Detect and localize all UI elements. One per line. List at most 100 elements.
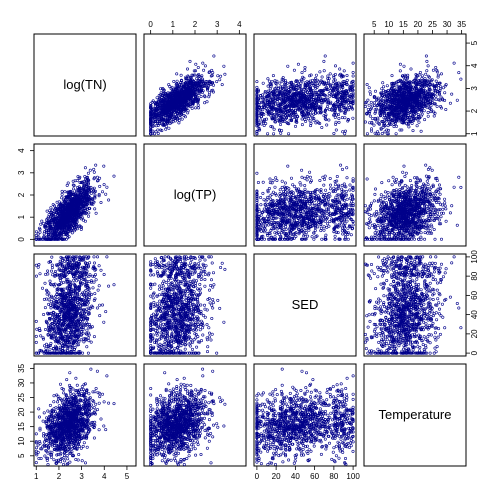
data-point: [386, 124, 390, 128]
data-point: [89, 191, 93, 195]
data-point: [260, 122, 264, 126]
data-point: [192, 84, 196, 88]
data-point: [156, 132, 160, 136]
data-point: [426, 114, 430, 118]
data-point: [178, 98, 182, 102]
data-point: [166, 94, 170, 98]
data-point: [314, 73, 318, 77]
data-point: [169, 98, 173, 102]
data-point: [431, 68, 435, 72]
data-point: [187, 92, 191, 96]
data-point: [191, 73, 195, 77]
data-point: [63, 190, 67, 194]
data-point: [194, 106, 198, 110]
data-point: [196, 103, 200, 107]
data-point: [157, 122, 161, 126]
data-point: [177, 101, 181, 105]
data-point: [154, 124, 158, 128]
data-point: [444, 108, 448, 112]
data-point: [87, 211, 91, 215]
data-point: [402, 64, 406, 68]
data-point: [105, 185, 109, 189]
data-point: [203, 101, 207, 105]
data-point: [166, 106, 170, 110]
data-point: [325, 123, 329, 127]
data-point: [418, 71, 422, 75]
data-point: [279, 131, 283, 135]
data-point: [153, 114, 157, 118]
data-point: [60, 189, 64, 193]
data-point: [331, 82, 335, 86]
data-point: [341, 130, 345, 134]
data-point: [448, 101, 452, 105]
data-point: [93, 207, 97, 211]
data-point: [175, 72, 179, 76]
data-point: [183, 92, 187, 96]
data-point: [184, 81, 188, 85]
data-point: [92, 170, 96, 174]
data-point: [154, 130, 158, 134]
data-point: [322, 225, 326, 229]
data-point: [170, 85, 174, 89]
data-point: [159, 100, 163, 104]
data-point: [278, 123, 282, 127]
data-point: [166, 96, 170, 100]
data-point: [167, 100, 171, 104]
data-point: [366, 98, 370, 102]
diagonal-label-log-tp: log(TP): [174, 187, 217, 202]
data-point: [207, 95, 211, 99]
data-point: [176, 96, 180, 100]
data-point: [175, 105, 179, 109]
data-point: [206, 88, 210, 92]
data-point: [434, 66, 438, 70]
data-point: [369, 100, 373, 104]
data-point: [318, 70, 322, 74]
data-point: [323, 99, 327, 103]
data-point: [152, 108, 156, 112]
data-point: [168, 96, 172, 100]
data-point: [345, 78, 349, 82]
data-point: [155, 108, 159, 112]
data-point: [320, 75, 324, 79]
data-point: [333, 115, 337, 119]
panel-log-tp-vs-log-tn: [33, 143, 137, 247]
data-point: [182, 85, 186, 89]
data-point: [272, 132, 276, 136]
data-point: [439, 95, 443, 99]
data-point: [189, 85, 193, 89]
data-point: [203, 64, 207, 68]
data-point: [189, 79, 193, 83]
data-point: [209, 74, 213, 78]
data-point: [183, 109, 187, 113]
data-point: [337, 120, 341, 124]
data-point: [157, 94, 161, 98]
data-point: [182, 104, 186, 108]
data-point: [171, 120, 175, 124]
data-point: [149, 125, 153, 129]
data-point: [424, 72, 428, 76]
data-point: [423, 118, 427, 122]
data-point: [162, 120, 166, 124]
data-point: [286, 64, 290, 68]
data-point: [294, 80, 298, 84]
data-point: [203, 81, 207, 85]
data-point: [407, 125, 411, 129]
data-point: [112, 174, 116, 178]
data-point: [162, 89, 166, 93]
data-point: [212, 54, 216, 58]
data-point: [177, 121, 181, 125]
data-point: [157, 117, 161, 121]
data-point: [351, 116, 355, 120]
data-point: [343, 129, 347, 133]
data-point: [194, 94, 198, 98]
data-point: [176, 118, 180, 122]
data-point: [160, 108, 164, 112]
data-point: [299, 81, 303, 85]
data-point: [149, 121, 153, 125]
data-point: [70, 231, 74, 235]
data-point: [309, 73, 313, 77]
data-point: [266, 132, 270, 136]
data-point: [351, 71, 355, 75]
data-point: [372, 101, 376, 105]
data-point: [308, 119, 312, 123]
